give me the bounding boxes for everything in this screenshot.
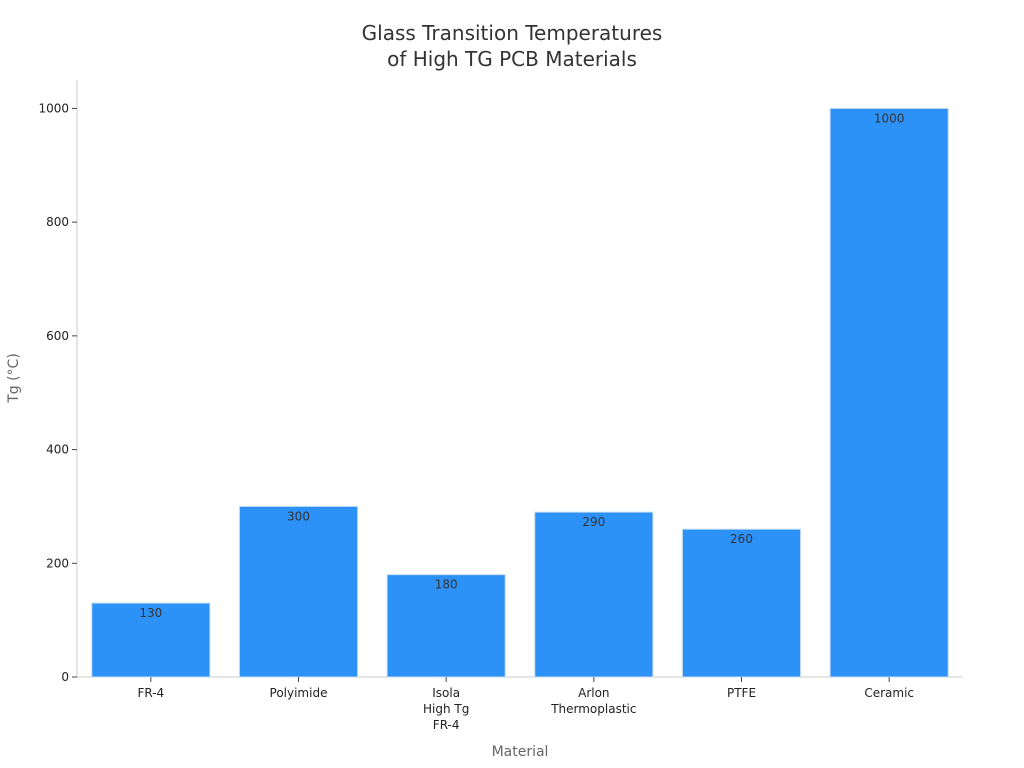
x-tick-label: Isola High Tg FR-4 — [423, 686, 469, 732]
x-tick-label: Arlon Thermoplastic — [550, 686, 636, 716]
y-tick-label: 400 — [46, 443, 69, 457]
axes — [76, 80, 963, 678]
data-label: 130 — [139, 606, 162, 620]
chart-title: Glass Transition Temperatures of High TG… — [362, 21, 663, 71]
data-label: 1000 — [874, 111, 905, 125]
bar — [534, 511, 654, 678]
chart-title-line-2: of High TG PCB Materials — [387, 47, 637, 71]
bar — [238, 505, 359, 678]
data-label: 300 — [287, 509, 310, 523]
y-tick-label: 1000 — [38, 101, 69, 115]
y-tick-label: 800 — [46, 215, 69, 229]
x-axis-title: Material — [492, 744, 549, 760]
y-tick-label: 0 — [61, 670, 69, 684]
bar — [386, 574, 506, 678]
bar — [91, 602, 211, 678]
x-tick-label: Ceramic — [864, 686, 914, 700]
y-axis-title: Tg (°C) — [6, 353, 22, 404]
bar — [829, 107, 949, 678]
tick-labels: 0 200 400 600 800 1000 FR-4 Polyimide Isola High … — [38, 101, 914, 732]
x-tick-label: PTFE — [727, 686, 756, 700]
data-labels: 130 300 180 290 260 1000 — [139, 111, 904, 620]
bar — [681, 528, 802, 678]
chart-title-line-1: Glass Transition Temperatures — [362, 21, 663, 45]
x-tick-label: Polyimide — [270, 686, 328, 700]
data-label: 180 — [435, 578, 458, 592]
y-tick-label: 600 — [46, 329, 69, 343]
y-tick-label: 200 — [46, 556, 69, 570]
data-label: 290 — [582, 515, 605, 529]
bars — [91, 107, 949, 678]
x-tick-label: FR-4 — [137, 686, 164, 700]
data-label: 260 — [730, 532, 753, 546]
